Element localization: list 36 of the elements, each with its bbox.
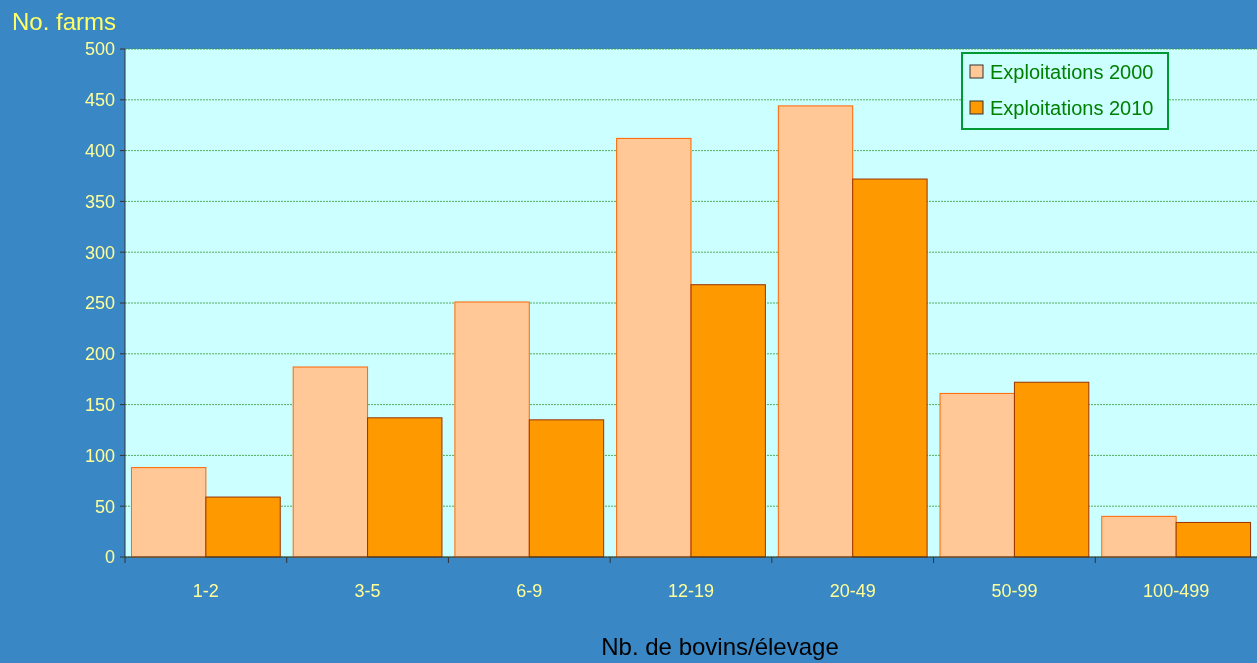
bar xyxy=(292,366,369,558)
bar xyxy=(1175,521,1252,558)
y-tick-label: 450 xyxy=(84,90,115,111)
bar xyxy=(367,417,443,558)
x-tick-label: 50-99 xyxy=(991,581,1038,601)
x-tick-label: 1-2 xyxy=(192,581,219,601)
x-tick-label: 6-9 xyxy=(516,581,543,601)
legend-label: Exploitations 2000 xyxy=(990,61,1154,83)
x-tick-label: 12-19 xyxy=(667,581,715,601)
y-tick-label: 400 xyxy=(84,140,115,161)
legend-label: Exploitations 2010 xyxy=(990,97,1154,119)
y-tick-label: 100 xyxy=(84,445,115,466)
y-tick-label: 500 xyxy=(84,39,115,60)
bar xyxy=(454,301,530,558)
y-axis-title: No. farms xyxy=(12,8,117,35)
bar xyxy=(1101,515,1177,558)
bar xyxy=(528,419,605,558)
x-tick-label: 100-499 xyxy=(1143,581,1210,601)
bar xyxy=(939,392,1015,558)
y-tick-label: 300 xyxy=(84,242,115,263)
bar xyxy=(777,105,854,558)
y-tick-label: 150 xyxy=(84,394,115,415)
y-tick-label: 50 xyxy=(94,496,115,517)
bar xyxy=(205,496,281,558)
y-tick-label: 0 xyxy=(104,547,115,568)
x-tick-label: 3-5 xyxy=(354,581,381,601)
bar xyxy=(616,137,692,558)
bar xyxy=(130,467,207,558)
y-tick-label: 250 xyxy=(84,293,115,314)
bar xyxy=(852,178,928,558)
bar xyxy=(1013,381,1090,558)
y-tick-label: 350 xyxy=(84,191,115,212)
bar xyxy=(690,284,766,558)
x-axis-title: Nb. de bovins/élevage xyxy=(601,633,839,660)
y-tick-label: 200 xyxy=(84,344,115,365)
x-tick-label: 20-49 xyxy=(829,581,876,601)
